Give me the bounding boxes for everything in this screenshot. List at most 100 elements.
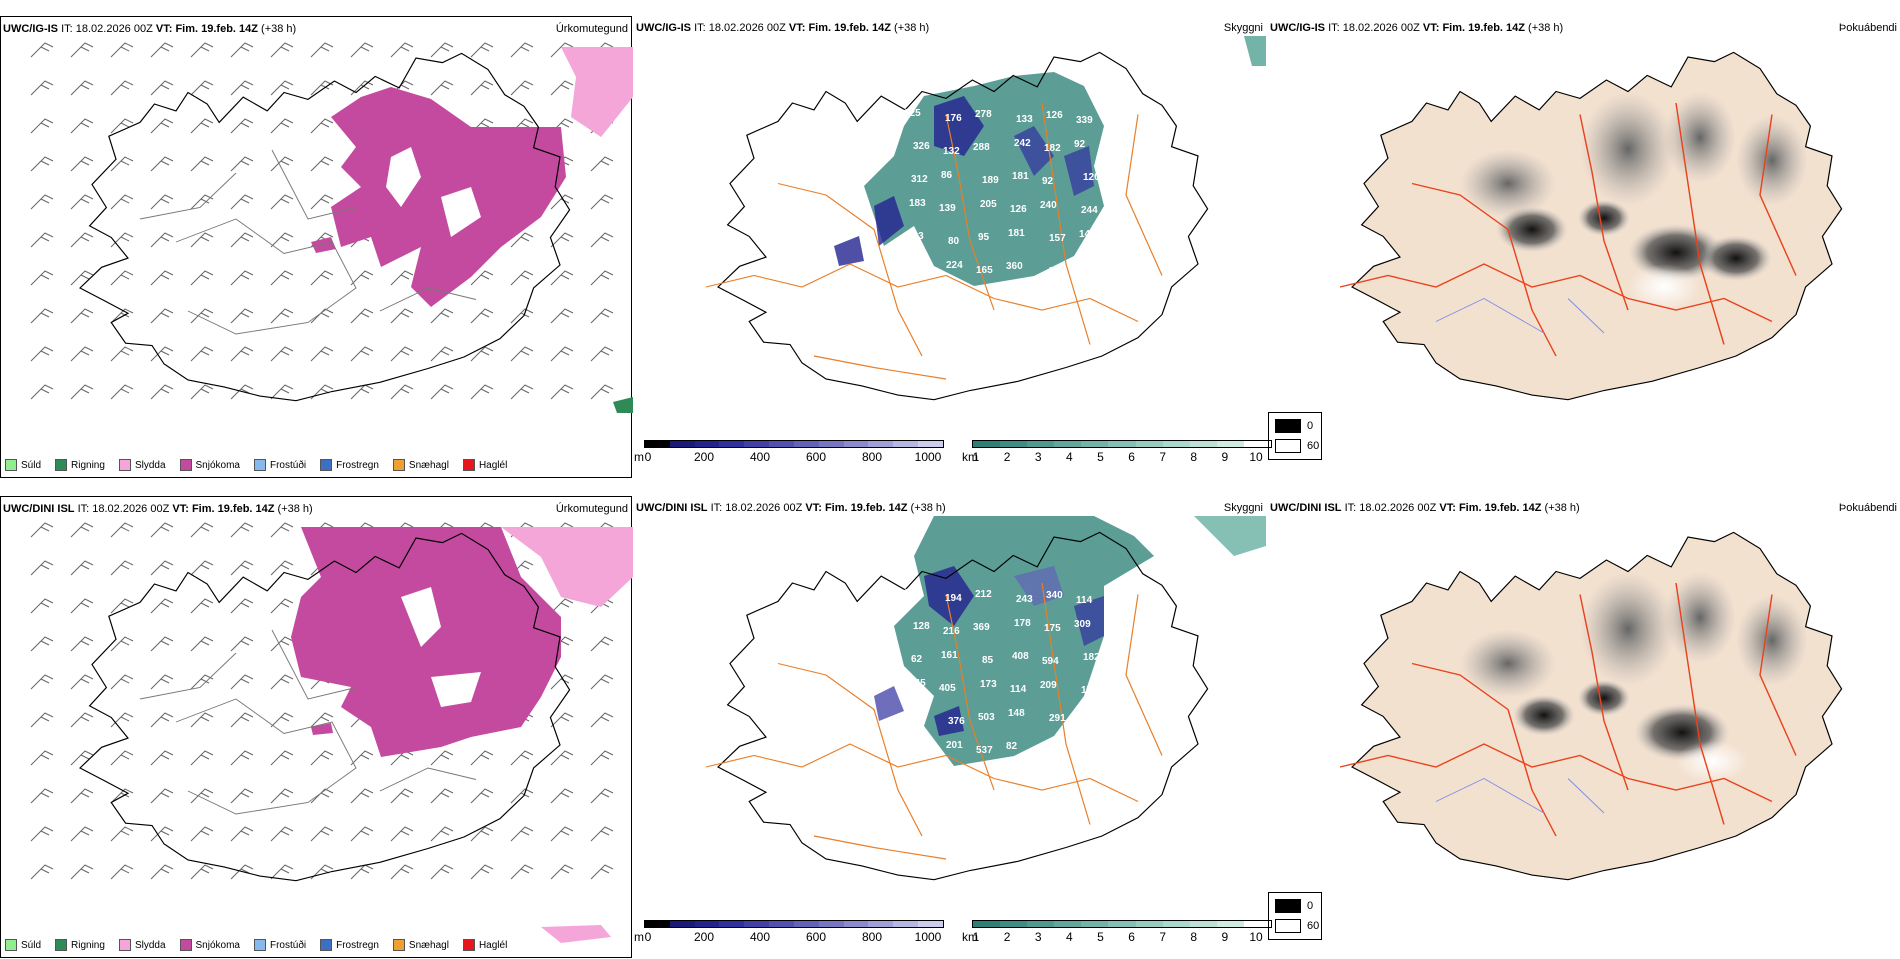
fog-legend-swatch-0 (1275, 899, 1301, 913)
legend-label: Snæhagl (408, 459, 449, 471)
wind-barb (150, 788, 174, 804)
cloudbase-colorbar: m 0 200 400 600 800 1000 (634, 436, 944, 466)
wind-barb (70, 118, 94, 134)
precip-legend-item: Haglél (462, 939, 507, 951)
wind-barb (270, 308, 294, 324)
colorbar-swatches (644, 440, 944, 448)
colorbar-cell (1216, 441, 1244, 447)
wind-barb (310, 194, 334, 210)
colorbar-tick: 10 (1249, 930, 1263, 944)
wind-barb (70, 384, 94, 400)
legend-swatch (392, 459, 405, 471)
wind-barb (190, 194, 214, 210)
wind-barb (390, 384, 414, 400)
precip-legend-item: Slydda (118, 459, 166, 471)
wind-barb (270, 232, 294, 248)
colorbar-cell (868, 441, 894, 447)
wind-barb (550, 788, 574, 804)
precip-legend-item: Snæhagl (392, 939, 449, 951)
cloud-base-label: 472 (905, 264, 922, 275)
wind-barb (590, 826, 614, 842)
colorbar-cell (719, 921, 745, 927)
colorbar-tick: 400 (749, 450, 771, 464)
precip-legend-item: Súld (5, 939, 41, 951)
colorbar-cell (918, 441, 943, 447)
precip-legend-item: Rigning (55, 459, 105, 471)
wind-barb (510, 826, 534, 842)
wind-barb (230, 384, 254, 400)
cloud-base-label: 92 (1042, 176, 1054, 187)
colorbar-tick: 1 (972, 930, 980, 944)
wind-barb (30, 826, 54, 842)
wind-barb (30, 308, 54, 324)
legend-label: Súld (21, 459, 42, 471)
wind-barb (70, 560, 94, 576)
colorbar-tick: 6 (1128, 930, 1135, 944)
wind-barb (230, 42, 254, 58)
wind-barb (70, 156, 94, 172)
precip-legend: Súld Rigning Slydda Snjókoma Frostúði Frostre… (5, 939, 507, 951)
fog-legend-label-60: 60 (1307, 440, 1320, 452)
colorbar-cell (793, 441, 819, 447)
colorbar-swatches (644, 920, 944, 928)
wind-barb (190, 864, 214, 880)
wind-barb (150, 826, 174, 842)
colorbar-cell (1000, 441, 1028, 447)
colorbar-cell (893, 921, 919, 927)
wind-barb (270, 560, 294, 576)
fog-legend-swatch-0 (1275, 419, 1301, 433)
cloud-base-label: 165 (976, 265, 993, 276)
cloud-base-label: 154 (907, 711, 924, 722)
wind-barb (150, 384, 174, 400)
panel-field-name: Þokuábendi (1838, 22, 1897, 34)
wind-barb (270, 156, 294, 172)
legend-label: Slydda (134, 459, 166, 471)
colorbar-cell (1000, 921, 1028, 927)
wind-barb (150, 522, 174, 538)
panel-title: UWC/DINI ISL IT: 18.02.2026 00Z VT: Fim.… (3, 503, 313, 515)
cloud-base-label: 86 (941, 170, 953, 181)
wind-barb (270, 384, 294, 400)
wind-barb (190, 42, 214, 58)
colorbar-cell (918, 921, 943, 927)
cloud-base-label: 182 (1083, 652, 1100, 663)
wind-barb (110, 522, 134, 538)
visibility-colorbar: km 1 2 3 4 5 6 7 8 9 10 (962, 916, 1272, 946)
wind-barb (230, 788, 254, 804)
panel-title: UWC/DINI ISL IT: 18.02.2026 00Z VT: Fim.… (636, 502, 946, 514)
wind-barb (270, 270, 294, 286)
wind-barb (230, 308, 254, 324)
wind-barb (70, 194, 94, 210)
colorbar-swatches (972, 440, 1272, 448)
cloud-base-label: 181 (1008, 228, 1025, 239)
colorbar-cell (1027, 441, 1055, 447)
wind-barb (390, 864, 414, 880)
cloud-base-label: 408 (1012, 651, 1029, 662)
wind-barb (230, 750, 254, 766)
wind-barb (310, 826, 334, 842)
colorbar-tick: 9 (1221, 930, 1229, 944)
wind-barb (70, 750, 94, 766)
precip-legend-item: Slydda (118, 939, 166, 951)
cloud-base-label: 240 (1040, 200, 1057, 211)
wind-barb (390, 788, 414, 804)
wind-barb (270, 346, 294, 362)
wind-barb (70, 788, 94, 804)
colorbar-cell (769, 921, 794, 927)
wind-barb (190, 598, 214, 614)
wind-barb (390, 42, 414, 58)
cloud-base-label: 288 (973, 142, 990, 153)
colorbar-cell (1081, 441, 1109, 447)
wind-barb (550, 194, 574, 210)
wind-barb (470, 270, 494, 286)
wind-barb (150, 750, 174, 766)
wind-barb (190, 826, 214, 842)
wind-barb (510, 788, 534, 804)
wind-barb (550, 712, 574, 728)
wind-barb (550, 80, 574, 96)
wind-barb (70, 232, 94, 248)
wind-barb (30, 270, 54, 286)
colorbar-cell (1216, 921, 1244, 927)
legend-label: Rigning (71, 459, 105, 471)
wind-barb (590, 674, 614, 690)
